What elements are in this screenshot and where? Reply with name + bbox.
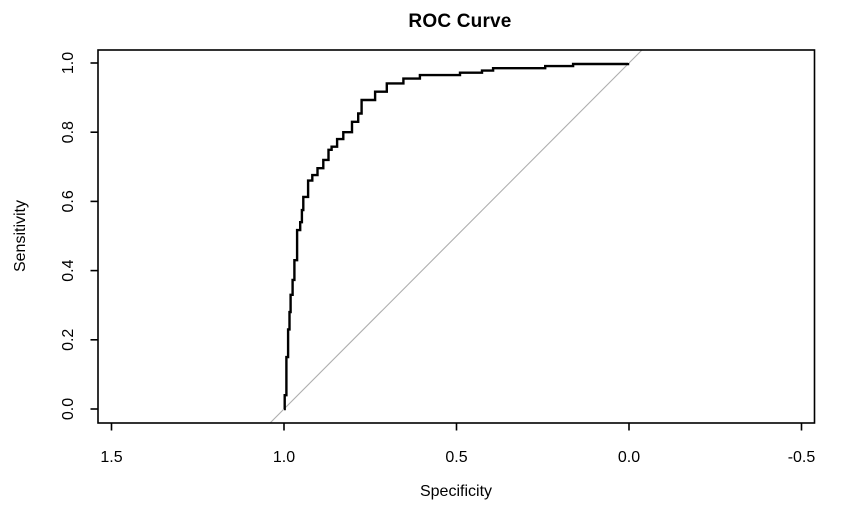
roc-curve-line [283,62,630,411]
x-axis-tick-labels: 1.5 1.0 0.5 0.0 -0.5 [100,449,815,466]
x-axis-tick-marks [110,423,803,431]
chart-title: ROC Curve [408,11,512,32]
y-tick-label: 1.0 [60,52,77,74]
x-tick-label: 1.5 [100,449,122,466]
x-tick-label: 0.5 [445,449,467,466]
x-tick-label: -0.5 [788,449,816,466]
y-axis-tick-marks [90,62,98,410]
chance-diagonal-line [269,49,643,424]
y-tick-label: 0.2 [60,329,77,351]
y-tick-label: 0.8 [60,121,77,143]
x-tick-label: 1.0 [273,449,295,466]
y-axis-tick-labels: 0.0 0.2 0.4 0.6 0.8 1.0 [60,52,77,420]
y-tick-label: 0.0 [60,398,77,420]
y-tick-label: 0.4 [60,259,77,281]
y-tick-label: 0.6 [60,190,77,212]
x-tick-label: 0.0 [618,449,640,466]
x-axis-label: Specificity [419,483,493,500]
